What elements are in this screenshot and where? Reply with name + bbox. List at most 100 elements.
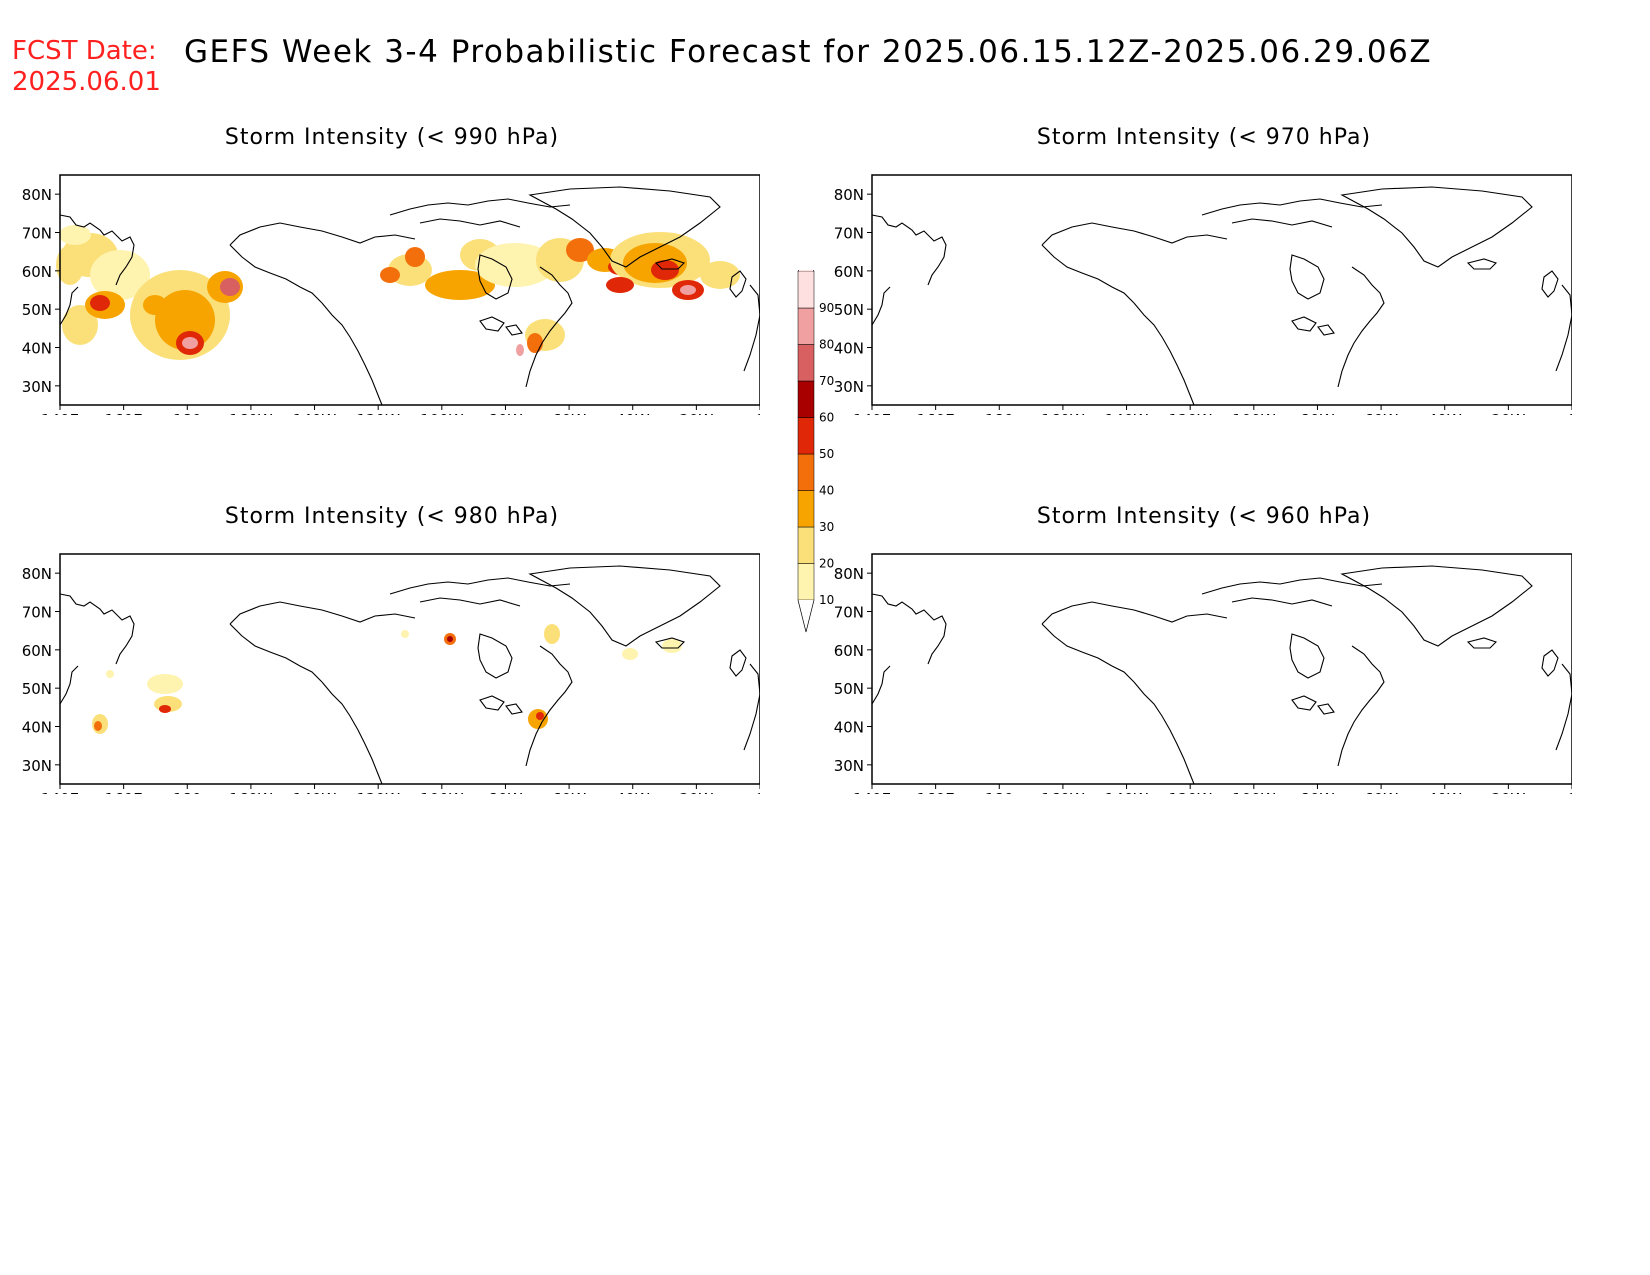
map-990-probability-area (700, 261, 740, 289)
map-980-probability-area (94, 721, 102, 731)
plot-frame (59, 174, 760, 406)
lon-label: 0 (755, 790, 760, 794)
panel-storm-990: Storm Intensity (< 990 hPa) 80N 70N 60N 50N… (0, 125, 760, 415)
lon-label: 0 (1567, 411, 1572, 415)
colorbar-segments (797, 271, 815, 601)
coastline-path (389, 577, 571, 595)
lon-label: 40W (1428, 411, 1462, 415)
fcst-date: 2025.06.01 (12, 67, 161, 97)
coastline-path (1466, 637, 1498, 649)
map-990-probability-area (182, 337, 198, 349)
coastline-path (1041, 222, 1228, 246)
colorbar-label: 90 (819, 301, 834, 315)
coastline-path (1201, 577, 1383, 595)
lat-label: 50N (834, 301, 864, 319)
plot-frame (871, 174, 1572, 406)
coastline-path (59, 214, 135, 286)
coastline-path (1289, 633, 1325, 679)
coastline-path (59, 286, 79, 326)
map-980-probability-area (401, 630, 409, 638)
map-980-probability-area (447, 636, 453, 642)
lon-label: 100W (1232, 411, 1276, 415)
coastline-path (1041, 623, 1135, 683)
panel-title: Storm Intensity (< 980 hPa) (224, 504, 560, 529)
map-990-probability-fill (56, 225, 740, 360)
coastline-path (1337, 266, 1385, 388)
coastline-path (743, 663, 760, 751)
coastline-path (477, 633, 513, 679)
coastline-path (389, 198, 571, 216)
lon-label: 60W (1364, 411, 1398, 415)
map-990-probability-area (59, 225, 91, 245)
coastline-path (654, 637, 686, 649)
lon-label: 20W (679, 411, 713, 415)
coastline-path (1317, 324, 1335, 336)
colorbar-segment (797, 563, 815, 601)
coastline-path (729, 270, 747, 298)
lat-label: 70N (22, 604, 52, 622)
lat-label: 30N (834, 757, 864, 775)
lon-label: 140W (1105, 790, 1149, 794)
lon-label: 40W (1428, 790, 1462, 794)
coastline-path (528, 565, 721, 647)
lon-label: 20W (1491, 411, 1525, 415)
coastline-path (505, 703, 523, 715)
coastline-path (1555, 663, 1572, 751)
coastline-path (871, 286, 891, 326)
colorbar-top-arrow (797, 270, 815, 272)
colorbar-segment (797, 307, 815, 345)
map-980-coastline (59, 565, 760, 785)
lon-label: 0 (1567, 790, 1572, 794)
coastline-path (1231, 218, 1333, 228)
lon-label: 160E (917, 411, 955, 415)
coastline-path (477, 254, 513, 300)
coastline-path (871, 214, 947, 286)
coastline-path (1041, 244, 1135, 304)
map-990-probability-area (566, 238, 594, 262)
lon-label: 60W (552, 411, 586, 415)
lon-label: 140E (41, 411, 79, 415)
map-990-probability-area (425, 270, 495, 300)
fcst-label: FCST Date: (12, 36, 157, 66)
coastline-path (1041, 601, 1228, 625)
lat-label: 30N (834, 378, 864, 396)
colorbar-segment (797, 380, 815, 418)
map-980-probability-area (536, 712, 544, 720)
colorbar-label: 70 (819, 374, 834, 388)
lat-label: 80N (834, 565, 864, 583)
coastline-path (479, 316, 505, 332)
colorbar-label: 60 (819, 411, 834, 425)
map-990-probability-area (405, 247, 425, 267)
coastline-path (525, 645, 573, 767)
map-990-probability-area (56, 245, 84, 285)
lon-label: 60W (1364, 790, 1398, 794)
coastline-path (1555, 284, 1572, 372)
map-990-probability-area (680, 285, 696, 295)
coastline-path (1291, 695, 1317, 711)
map-980-probability-area (662, 639, 682, 653)
lon-label: 80W (1300, 411, 1334, 415)
map-980-probability-area (622, 648, 638, 660)
lat-label: 80N (22, 186, 52, 204)
lon-label: 140W (293, 411, 337, 415)
lon-label: 180 (173, 790, 202, 794)
lon-label: 80W (488, 411, 522, 415)
coastline-path (1466, 258, 1498, 270)
coastline-path (1289, 254, 1325, 300)
panel-storm-960: Storm Intensity (< 960 hPa) 80N 70N 60N 50N… (812, 504, 1572, 794)
map-980-probability-area (159, 705, 171, 713)
map-990-probability-area (143, 295, 167, 315)
colorbar-label: 30 (819, 520, 834, 534)
lat-label: 80N (834, 186, 864, 204)
lon-label: 160E (917, 790, 955, 794)
panel-title: Storm Intensity (< 960 hPa) (1036, 504, 1372, 529)
colorbar: 10 20 30 40 50 60 70 80 90 (797, 270, 834, 633)
coastline-path (1337, 645, 1385, 767)
coastline-path (1133, 302, 1195, 406)
lon-label: 60W (552, 790, 586, 794)
page-title: GEFS Week 3-4 Probabilistic Forecast for… (184, 34, 1433, 70)
coastline-path (229, 623, 323, 683)
lon-label: 180 (985, 790, 1014, 794)
lat-label: 60N (22, 263, 52, 281)
plot-frame (871, 553, 1572, 785)
